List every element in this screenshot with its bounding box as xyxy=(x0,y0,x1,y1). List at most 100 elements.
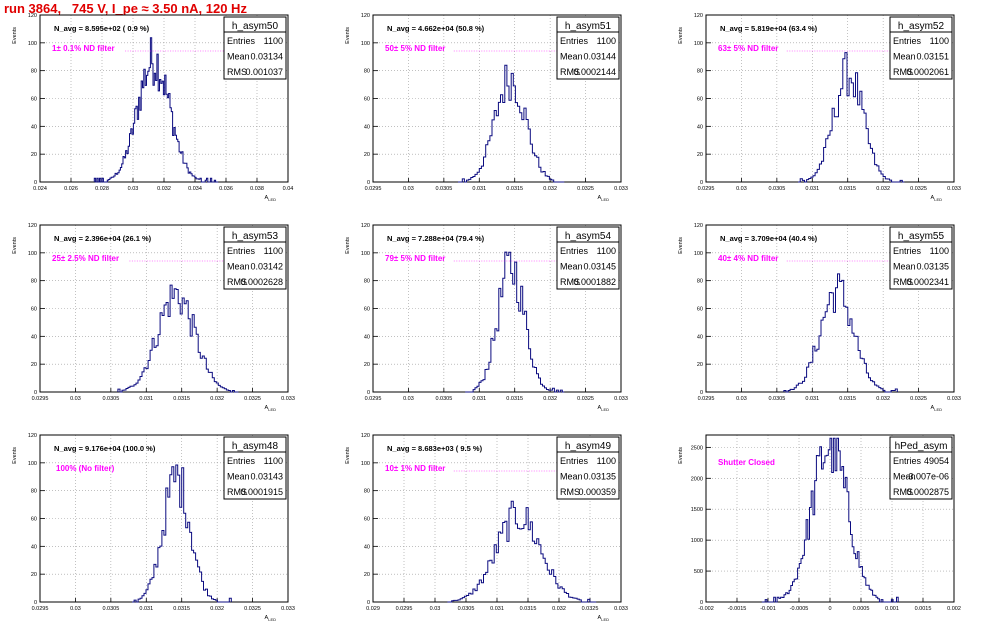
stats-value: 0.03135 xyxy=(583,472,616,482)
y-tick-label: 20 xyxy=(31,572,37,578)
x-tick-label: 0.031 xyxy=(805,186,819,192)
y-tick-label: 80 xyxy=(364,69,370,75)
x-tick-label: 0.0305 xyxy=(435,396,452,402)
stats-key: Entries xyxy=(893,36,922,46)
y-tick-label: 100 xyxy=(361,461,370,467)
histogram-trace xyxy=(798,52,905,183)
x-tick-label: 0.0325 xyxy=(910,186,927,192)
stats-title: h_asym52 xyxy=(898,21,945,32)
x-tick-label: 0.03 xyxy=(128,186,139,192)
stats-value: 0.0001882 xyxy=(573,277,616,287)
y-tick-label: 100 xyxy=(694,251,703,257)
y-tick-label: 120 xyxy=(28,223,37,229)
filter-annotation: 50± 5% ND filter xyxy=(385,44,445,53)
x-tick-label: 0.0305 xyxy=(768,396,785,402)
x-tick-label: 0.03 xyxy=(403,396,414,402)
stats-key: RMS xyxy=(893,67,913,77)
y-tick-label: 60 xyxy=(364,517,370,523)
x-tick-label: 0.033 xyxy=(614,396,628,402)
stats-key: Mean xyxy=(560,472,583,482)
stats-key: Mean xyxy=(227,472,250,482)
x-tick-label: 0.001 xyxy=(885,606,899,612)
navg-label: N_avg = 2.396e+04 (26.1 %) xyxy=(54,234,152,243)
stats-box xyxy=(223,226,287,290)
stats-title: h_asym48 xyxy=(232,441,279,452)
y-tick-label: 1500 xyxy=(691,507,703,513)
y-tick-label: 120 xyxy=(361,223,370,229)
x-tick-label: 0.0315 xyxy=(839,186,856,192)
x-tick-label: 0.0325 xyxy=(577,396,594,402)
stats-value: 0.0002341 xyxy=(906,277,949,287)
stats-key: Mean xyxy=(893,262,916,272)
stats-key: Entries xyxy=(560,36,589,46)
y-tick-label: 100 xyxy=(361,41,370,47)
x-tick-label: 0.0315 xyxy=(506,186,523,192)
y-tick-label: 40 xyxy=(31,544,37,550)
y-axis-label: Events xyxy=(345,447,351,464)
x-tick-label: 0.038 xyxy=(250,186,264,192)
navg-label: N_avg = 7.288e+04 (79.4 %) xyxy=(387,234,485,243)
x-tick-label: 0.0295 xyxy=(396,606,413,612)
stats-value: 1100 xyxy=(264,456,283,466)
stats-value: 0.0002144 xyxy=(573,67,616,77)
stats-key: RMS xyxy=(893,487,913,497)
filter-annotation: 79± 5% ND filter xyxy=(385,254,445,263)
filter-annotation: Shutter Closed xyxy=(718,458,775,467)
y-tick-label: 40 xyxy=(364,124,370,130)
stats-value: 0.03134 xyxy=(250,52,283,62)
y-tick-label: 40 xyxy=(697,334,703,340)
stats-key: Mean xyxy=(893,472,916,482)
y-tick-label: 20 xyxy=(697,152,703,158)
x-tick-label: 0.031 xyxy=(490,606,504,612)
stats-value: 0.03145 xyxy=(583,262,616,272)
stats-key: RMS xyxy=(227,277,247,287)
y-axis-label: Events xyxy=(12,27,18,44)
stats-value: -3.007e-06 xyxy=(905,472,949,482)
y-tick-label: 20 xyxy=(31,152,37,158)
y-tick-label: 60 xyxy=(31,97,37,103)
x-tick-label: 0.026 xyxy=(64,186,78,192)
stats-box xyxy=(223,436,287,500)
x-tick-label: 0.0305 xyxy=(102,606,119,612)
x-tick-label: 0 xyxy=(828,606,831,612)
x-tick-label: 0.032 xyxy=(876,396,890,402)
navg-label: N_avg = 8.683e+03 ( 9.5 %) xyxy=(387,444,483,453)
x-tick-label: 0.031 xyxy=(472,396,486,402)
histogram-trace xyxy=(761,437,899,603)
stats-box xyxy=(223,16,287,80)
x-tick-label: 0.032 xyxy=(210,396,224,402)
x-tick-label: 0.0315 xyxy=(173,606,190,612)
stats-value: 0.0002628 xyxy=(240,277,283,287)
stats-title: hPed_asym xyxy=(895,441,948,452)
stats-key: RMS xyxy=(893,277,913,287)
x-tick-label: 0.036 xyxy=(219,186,233,192)
x-axis-label: ALED xyxy=(598,195,610,202)
stats-key: Entries xyxy=(893,456,922,466)
filter-annotation: 63± 5% ND filter xyxy=(718,44,778,53)
x-tick-label: 0.03 xyxy=(736,186,747,192)
stats-title: h_asym49 xyxy=(565,441,612,452)
histogram-panel-h_asym54: 0.0295 0.03 0.0305 0.031 0.0315 0.032 0.0325 0.… xyxy=(345,223,628,412)
stats-value: 0.03142 xyxy=(250,262,283,272)
y-tick-label: 0 xyxy=(34,180,37,186)
filter-annotation: 1± 0.1% ND filter xyxy=(52,44,115,53)
y-tick-label: 60 xyxy=(697,97,703,103)
y-tick-label: 60 xyxy=(697,307,703,313)
y-tick-label: 0 xyxy=(700,180,703,186)
y-tick-label: 100 xyxy=(28,41,37,47)
stats-value: 0.001037 xyxy=(245,67,283,77)
x-axis-label: ALED xyxy=(931,405,943,412)
y-tick-label: 0 xyxy=(700,600,703,606)
stats-value: 1100 xyxy=(264,246,283,256)
x-tick-label: -0.0005 xyxy=(790,606,809,612)
x-tick-label: 0.024 xyxy=(33,186,47,192)
y-tick-label: 40 xyxy=(31,124,37,130)
filter-annotation: 10± 1% ND filter xyxy=(385,464,445,473)
y-tick-label: 80 xyxy=(697,279,703,285)
stats-box xyxy=(556,16,620,80)
stats-key: RMS xyxy=(560,67,580,77)
histogram-panel-h_asym50: 0.024 0.026 0.028 0.03 0.032 0.034 0.036 0.038 0… xyxy=(12,13,293,202)
x-tick-label: 0.034 xyxy=(188,186,202,192)
stats-value: 1100 xyxy=(264,36,283,46)
stats-value: 0.03143 xyxy=(250,472,283,482)
